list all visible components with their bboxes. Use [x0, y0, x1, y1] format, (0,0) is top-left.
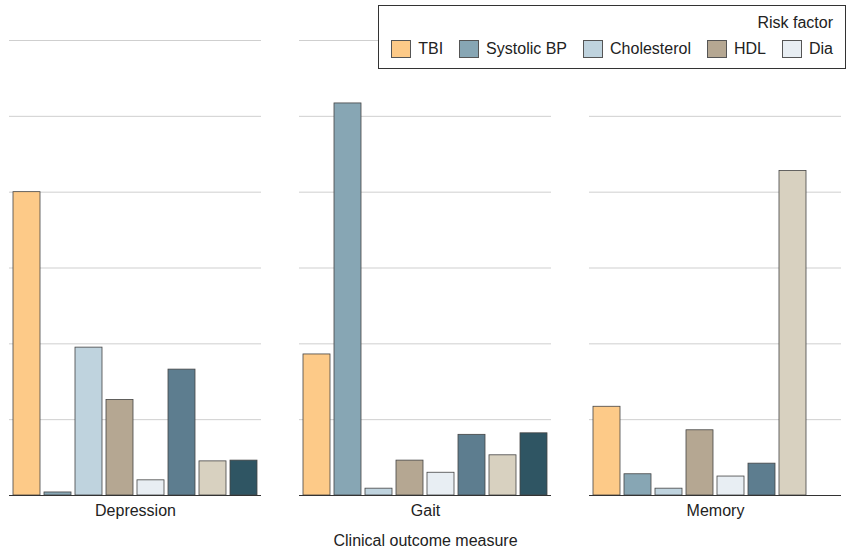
html-text:TBI: TBI [418, 40, 444, 57]
html-text:Systolic BP: Systolic BP [486, 40, 567, 57]
html-text:HDL: HDL [734, 40, 766, 57]
svg-text:Memory: Memory [687, 502, 745, 519]
html-text:Dia: Dia [809, 40, 833, 57]
svg-text:Clinical outcome measure: Clinical outcome measure [333, 532, 517, 549]
html-text:Cholesterol: Cholesterol [610, 40, 691, 57]
svg-text:Gait: Gait [411, 502, 441, 519]
svg-text:Depression: Depression [95, 502, 176, 519]
html-text:Risk factor: Risk factor [757, 14, 833, 31]
